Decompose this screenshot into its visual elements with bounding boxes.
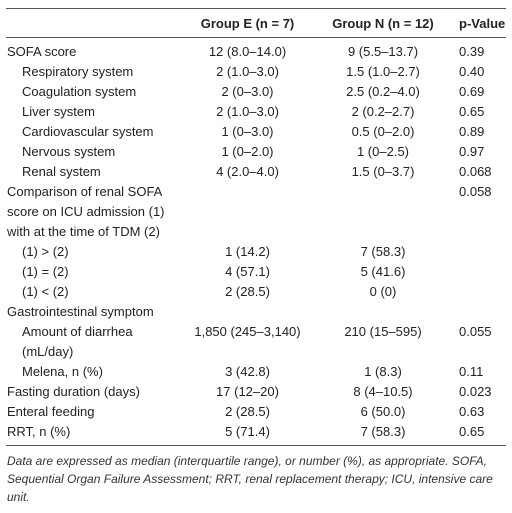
table-body: SOFA score 12 (8.0–14.0) 9 (5.5–13.7) 0.39 R… xyxy=(6,38,506,446)
table-cell: 0.97 xyxy=(459,144,485,159)
header-cell: p-Value xyxy=(456,8,506,38)
table-cell: 5 (71.4) xyxy=(185,422,310,446)
header-cell: Group N (n = 12) xyxy=(310,8,456,38)
table-cell: 0.39 xyxy=(459,44,485,59)
table-row: Amount of diarrhea (mL/day) 1,850 (245–3,… xyxy=(6,322,506,362)
table-cell: 0.5 (0–2.0) xyxy=(351,124,415,139)
row-label: Enteral feeding xyxy=(7,404,95,419)
table-row: Comparison of renal SOFA score on ICU ad… xyxy=(6,182,506,242)
table-row: Enteral feeding 2 (28.5) 6 (50.0) 0.63 xyxy=(6,402,506,422)
table-cell: 17 (12–20) xyxy=(216,384,279,399)
row-label: Amount of diarrhea (mL/day) xyxy=(22,324,133,359)
table-header: Group E (n = 7) Group N (n = 12) p-Value xyxy=(6,8,506,38)
table-row: Melena, n (%) 3 (42.8) 1 (8.3) 0.11 xyxy=(6,362,506,382)
table-cell: 0 (0) xyxy=(369,284,397,299)
table-row: Gastrointestinal symptom xyxy=(6,302,506,322)
row-label: SOFA score xyxy=(7,44,77,59)
row-label: (1) > (2) xyxy=(22,244,69,259)
table-row: Fasting duration (days) 17 (12–20) 8 (4–10… xyxy=(6,382,506,402)
table-cell xyxy=(185,302,310,322)
table-cell: 0.40 xyxy=(459,64,485,79)
table-cell: 2 (0–3.0) xyxy=(221,84,274,99)
header-row: Group E (n = 7) Group N (n = 12) p-Value xyxy=(6,8,506,38)
table-cell xyxy=(310,302,456,322)
table-cell: 1 (0–2.5) xyxy=(356,144,410,159)
table-cell: 8 (4–10.5) xyxy=(353,384,413,399)
table-row: Liver system 2 (1.0–3.0) 2 (0.2–2.7) 0.65 xyxy=(6,102,506,122)
table-cell xyxy=(185,182,310,242)
row-label: Coagulation system xyxy=(22,84,137,99)
table-cell: 1 (8.3) xyxy=(364,364,402,379)
table-cell: 1 (0–2.0) xyxy=(221,144,274,159)
table-cell: 2 (1.0–3.0) xyxy=(216,104,279,119)
table-cell: 0.058 xyxy=(459,184,492,199)
footnote: Data are expressed as median (interquart… xyxy=(7,454,493,504)
table-cell: 1.5 (1.0–2.7) xyxy=(346,64,420,79)
row-label: Nervous system xyxy=(22,144,116,159)
table-cell: 0.65 xyxy=(456,422,506,446)
table-cell: 1,850 (245–3,140) xyxy=(194,324,301,339)
row-label: Melena, n (%) xyxy=(22,364,103,379)
table-cell: 12 (8.0–14.0) xyxy=(208,44,287,59)
table-cell: 3 (42.8) xyxy=(225,364,270,379)
table-cell: 6 (50.0) xyxy=(360,404,406,419)
table-cell xyxy=(456,262,506,282)
table-cell: 0.023 xyxy=(459,384,492,399)
table-cell: 2 (28.5) xyxy=(225,284,270,299)
table-cell: 2 (0.2–2.7) xyxy=(351,104,415,119)
table-cell: 7 (58.3) xyxy=(360,244,406,259)
table-cell: 9 (5.5–13.7) xyxy=(347,44,419,59)
row-label: (1) = (2) xyxy=(22,264,69,279)
table-cell: 0.63 xyxy=(459,404,485,419)
table-row: (1) > (2) 1 (14.2) 7 (58.3) xyxy=(6,242,506,262)
table-cell xyxy=(456,282,506,302)
table-cell: 2.5 (0.2–4.0) xyxy=(346,84,420,99)
table-cell: 210 (15–595) xyxy=(344,324,422,339)
table-row: Coagulation system 2 (0–3.0) 2.5 (0.2–4.0)… xyxy=(6,82,506,102)
row-label: Renal system xyxy=(22,164,101,179)
table-cell: 4 (2.0–4.0) xyxy=(216,164,279,179)
table-cell: 0.69 xyxy=(459,84,485,99)
table-row: Cardiovascular system 1 (0–3.0) 0.5 (0–2.0… xyxy=(6,122,506,142)
table-row: (1) < (2) 2 (28.5) 0 (0) xyxy=(6,282,506,302)
data-table: Group E (n = 7) Group N (n = 12) p-Value… xyxy=(6,8,506,446)
table-cell: 0.89 xyxy=(459,124,485,139)
table-row: Respiratory system 2 (1.0–3.0) 1.5 (1.0–2.… xyxy=(6,62,506,82)
table-wrap: Group E (n = 7) Group N (n = 12) p-Value… xyxy=(6,8,506,506)
table-row: Nervous system 1 (0–2.0) 1 (0–2.5) 0.97 xyxy=(6,142,506,162)
header-cell: Group E (n = 7) xyxy=(185,8,310,38)
table-cell xyxy=(310,182,456,242)
table-cell: 0.068 xyxy=(459,164,492,179)
table-row: SOFA score 12 (8.0–14.0) 9 (5.5–13.7) 0.39 xyxy=(6,38,506,63)
table-cell: 5 (41.6) xyxy=(360,264,406,279)
table-cell: 2 (1.0–3.0) xyxy=(216,64,279,79)
row-label: (1) < (2) xyxy=(22,284,69,299)
table-cell: 0.055 xyxy=(459,324,492,339)
row-label: Comparison of renal SOFA score on ICU ad… xyxy=(7,184,165,239)
header-cell xyxy=(6,8,185,38)
table-row: RRT, n (%) 5 (71.4) 7 (58.3) 0.65 xyxy=(6,422,506,446)
table-cell: 1.5 (0–3.7) xyxy=(351,164,415,179)
row-label: Fasting duration (days) xyxy=(7,384,140,399)
table-row: (1) = (2) 4 (57.1) 5 (41.6) xyxy=(6,262,506,282)
table-row: Renal system 4 (2.0–4.0) 1.5 (0–3.7) 0.068 xyxy=(6,162,506,182)
table-cell: 1 (14.2) xyxy=(225,244,270,259)
table-cell: 4 (57.1) xyxy=(225,264,270,279)
row-label: Gastrointestinal symptom xyxy=(7,304,154,319)
table-cell: 0.11 xyxy=(459,364,484,379)
table-cell: 1 (0–3.0) xyxy=(221,124,274,139)
row-label: Respiratory system xyxy=(22,64,134,79)
table-cell xyxy=(456,302,506,322)
table-cell: 0.65 xyxy=(459,104,485,119)
row-label: Liver system xyxy=(22,104,95,119)
row-label: RRT, n (%) xyxy=(6,422,185,446)
table-cell: 2 (28.5) xyxy=(225,404,270,419)
row-label: Cardiovascular system xyxy=(22,124,154,139)
table-cell: 7 (58.3) xyxy=(310,422,456,446)
table-cell xyxy=(456,242,506,262)
